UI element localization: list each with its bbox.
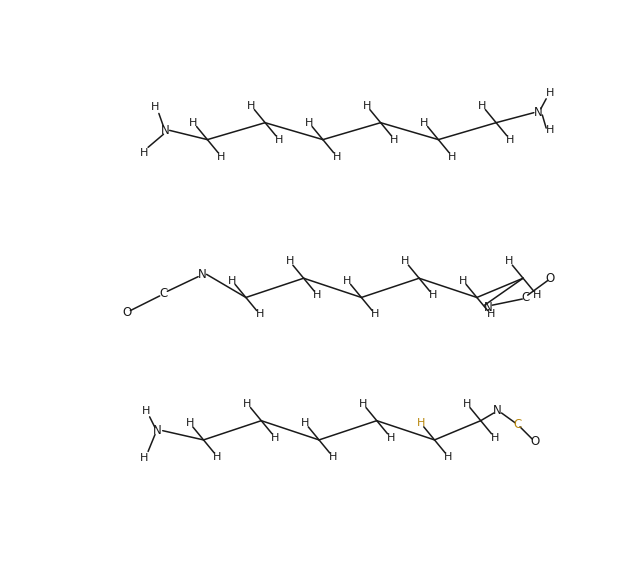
Text: N: N [153,424,162,437]
Text: H: H [506,135,514,145]
Text: H: H [140,452,149,462]
Text: H: H [343,275,352,285]
Text: C: C [159,287,168,300]
Text: H: H [444,452,452,462]
Text: N: N [198,268,207,281]
Text: H: H [420,118,428,128]
Text: H: H [416,418,425,428]
Text: H: H [228,275,236,285]
Text: H: H [301,418,309,428]
Text: O: O [530,435,539,448]
Text: N: N [161,124,169,137]
Text: O: O [546,272,554,285]
Text: O: O [122,306,131,319]
Text: H: H [271,432,279,442]
Text: N: N [534,106,543,119]
Text: H: H [462,398,471,408]
Text: H: H [448,152,456,162]
Text: H: H [185,418,194,428]
Text: N: N [484,301,493,314]
Text: H: H [329,452,337,462]
Text: H: H [140,148,149,158]
Text: H: H [275,135,283,145]
Text: N: N [493,404,502,417]
Text: H: H [386,432,395,442]
Text: H: H [285,256,294,266]
Text: H: H [142,407,150,417]
Text: H: H [363,101,371,111]
Text: H: H [505,256,513,266]
Text: H: H [533,290,541,300]
Text: H: H [490,432,499,442]
Text: H: H [213,452,222,462]
Text: H: H [190,118,198,128]
Text: H: H [333,152,341,162]
Text: H: H [546,88,554,98]
Text: H: H [486,309,495,319]
Text: H: H [313,290,322,300]
Text: H: H [429,290,437,300]
Text: H: H [459,275,467,285]
Text: H: H [546,125,554,135]
Text: H: H [247,101,255,111]
Text: H: H [371,309,379,319]
Text: C: C [521,291,529,304]
Text: C: C [513,418,522,431]
Text: H: H [478,101,486,111]
Text: H: H [151,103,159,113]
Text: H: H [256,309,264,319]
Text: H: H [243,398,251,408]
Text: H: H [217,152,226,162]
Text: H: H [391,135,399,145]
Text: H: H [305,118,313,128]
Text: H: H [401,256,410,266]
Text: H: H [358,398,367,408]
